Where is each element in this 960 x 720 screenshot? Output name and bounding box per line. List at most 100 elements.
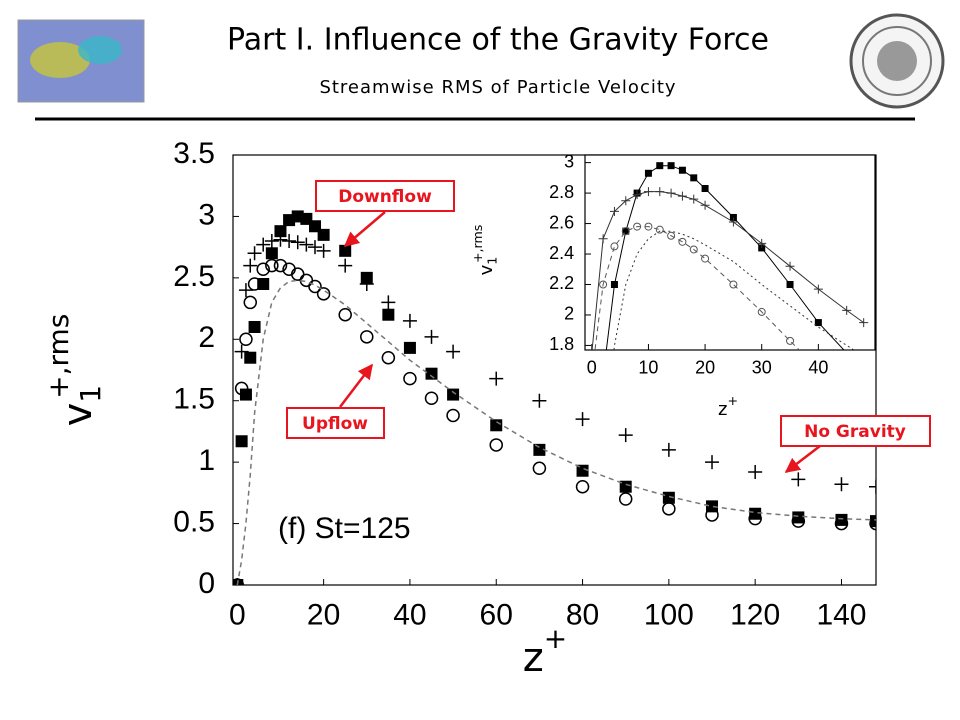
marker-plus <box>575 412 590 427</box>
marker-circle <box>655 225 664 234</box>
marker-circle <box>265 258 279 273</box>
marker-plus <box>256 237 271 252</box>
y-tick-label: 3.5 <box>173 137 215 170</box>
marker-plus <box>666 188 676 198</box>
annotation-box <box>780 415 931 447</box>
axis-label-part: +,rms <box>470 225 485 263</box>
y-tick-label: 2 <box>198 321 215 354</box>
marker-square <box>835 513 848 526</box>
x-tick-label: 40 <box>393 598 426 631</box>
marker-plus <box>842 305 852 315</box>
marker-square <box>317 228 330 241</box>
marker-plus <box>757 238 767 248</box>
panel-label: (f) St=125 <box>278 512 411 545</box>
marker-plus <box>273 232 288 247</box>
marker-square <box>239 388 252 401</box>
marker-plus <box>338 258 353 273</box>
axis-label: v1+,rms <box>42 314 107 427</box>
plot-area <box>584 154 876 351</box>
plot-series <box>233 210 876 585</box>
marker-square <box>339 244 352 257</box>
y-tick-label: 0.5 <box>173 505 215 538</box>
marker-square <box>425 367 438 380</box>
marker-circle <box>633 222 642 231</box>
annotation-box <box>286 407 385 439</box>
marker-plus <box>233 578 245 585</box>
marker-square <box>644 169 652 177</box>
x-tick-label: 140 <box>816 598 866 631</box>
marker-circle <box>338 307 352 322</box>
marker-circle <box>662 502 676 516</box>
marker-plus <box>748 464 763 479</box>
marker-square <box>758 244 766 252</box>
marker-plus <box>307 240 322 255</box>
y-tick-label: 3 <box>564 151 574 171</box>
series-line <box>613 230 855 350</box>
x-tick-label: 100 <box>644 598 694 631</box>
arrow <box>343 211 386 247</box>
marker-circle <box>243 295 258 310</box>
marker-plus <box>247 246 262 261</box>
y-tick-label: 0 <box>198 567 215 600</box>
marker-square <box>248 321 261 333</box>
marker-circle <box>424 391 439 406</box>
marker-circle <box>532 461 547 476</box>
axis-label-part: z <box>718 399 727 420</box>
marker-square <box>576 464 589 477</box>
y-tick-label: 1.5 <box>173 383 215 416</box>
x-tick-label: 20 <box>307 598 340 631</box>
x-tick-label: 120 <box>730 598 780 631</box>
y-tick-label: 2.4 <box>549 243 574 263</box>
marker-square <box>729 213 737 221</box>
marker-circle <box>610 242 619 251</box>
marker-circle <box>247 277 262 291</box>
marker-plus <box>655 187 665 197</box>
marker-plus <box>643 187 653 197</box>
annotations: Downflow Upflow No Gravity <box>286 180 931 473</box>
axis-label-part: z <box>523 635 544 681</box>
charts: 0 20 40 60 80 100 120 14000.511.522.533.5z+v1+,… <box>42 137 877 681</box>
marker-plus <box>424 329 439 344</box>
annotation-no-gravity: No Gravity <box>804 422 906 442</box>
slide-subtitle: Streamwise RMS of Particle Velocity <box>319 77 676 98</box>
marker-square <box>244 351 257 364</box>
marker-square <box>490 419 503 432</box>
marker-plus <box>618 428 633 443</box>
marker-square <box>447 388 460 401</box>
marker-square <box>382 308 395 321</box>
annotation-downflow: Downflow <box>338 187 432 207</box>
marker-plus <box>859 318 869 328</box>
marker-circle <box>621 227 630 236</box>
marker-circle <box>234 381 249 396</box>
marker-plus <box>834 477 849 492</box>
axis-label-part: v <box>55 403 101 427</box>
marker-circle <box>667 231 676 240</box>
plot-series <box>591 162 869 350</box>
x-tick-label: 0 <box>587 358 597 378</box>
axis-label: v1+,rms <box>470 225 499 276</box>
marker-circle <box>786 336 795 345</box>
marker-circle <box>273 258 288 273</box>
marker-circle <box>644 222 653 231</box>
marker-square <box>870 515 876 528</box>
marker-square <box>678 166 686 174</box>
marker-circle <box>729 280 738 289</box>
marker-square <box>749 507 762 520</box>
y-tick-label: 1 <box>198 444 215 477</box>
x-tick-label: 80 <box>566 598 599 631</box>
marker-square <box>814 319 822 327</box>
marker-plus <box>264 234 279 248</box>
marker-plus <box>489 371 504 386</box>
y-tick-label: 2.2 <box>549 273 574 293</box>
marker-circle <box>489 438 503 452</box>
marker-circle <box>701 254 710 263</box>
marker-plus <box>632 190 642 200</box>
chart: 0 10 20 30 40 1.8 2 2.2 2.4 2.6 2.8 3 z+ v1+,rms <box>470 151 876 420</box>
marker-circle <box>239 332 253 347</box>
marker-circle <box>689 245 698 254</box>
x-tick-label: 20 <box>695 358 715 378</box>
marker-square <box>690 174 698 182</box>
marker-circle <box>256 262 270 277</box>
